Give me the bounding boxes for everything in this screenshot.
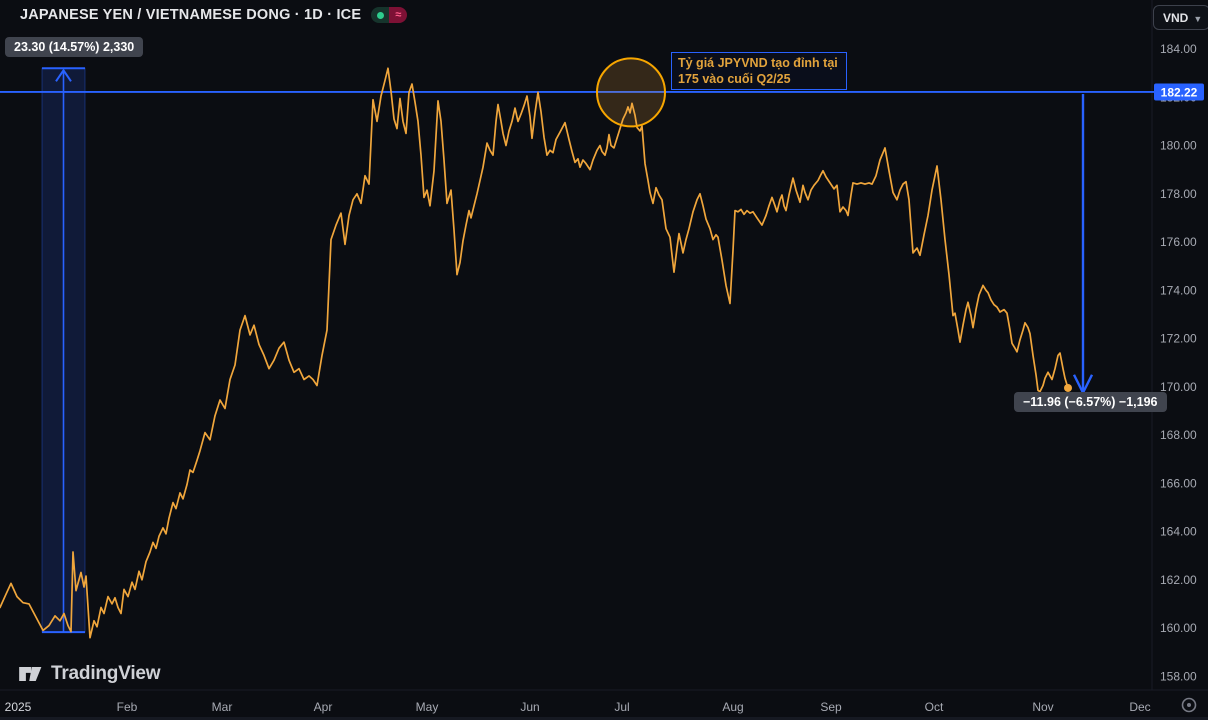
price-tick-label: 172.00 bbox=[1160, 332, 1197, 346]
price-tick-label: 158.00 bbox=[1160, 669, 1197, 683]
market-open-icon bbox=[371, 7, 390, 23]
time-tick-label: Jun bbox=[520, 700, 539, 714]
last-price-dot bbox=[1064, 383, 1072, 392]
price-tick-label: 166.00 bbox=[1160, 476, 1197, 490]
time-tick-label: Sep bbox=[820, 700, 842, 714]
currency-value: VND bbox=[1163, 10, 1189, 25]
price-tick-label: 164.00 bbox=[1160, 525, 1197, 539]
measure-up-drawing[interactable] bbox=[41, 67, 86, 634]
settings-icon[interactable] bbox=[1181, 697, 1197, 713]
measure-up-label: 23.30 (14.57%) 2,330 bbox=[5, 37, 144, 57]
price-axis[interactable]: 184.00182.00180.00178.00176.00174.00172.… bbox=[1160, 42, 1197, 683]
price-line-axis-tag: 182.22 bbox=[1154, 83, 1204, 101]
price-tick-label: 170.00 bbox=[1160, 380, 1197, 394]
measure-down-label: −11.96 (−6.57%) −1,196 bbox=[1014, 392, 1167, 412]
watermark-label: TradingView bbox=[51, 663, 161, 684]
bottom-border bbox=[0, 717, 1208, 720]
tradingview-watermark[interactable]: TradingView bbox=[17, 661, 161, 687]
price-tick-label: 180.00 bbox=[1160, 139, 1197, 153]
annotation-line-2: 175 vào cuối Q2/25 bbox=[678, 72, 791, 86]
price-tick-label: 176.00 bbox=[1160, 235, 1197, 249]
circle-annotation[interactable] bbox=[596, 57, 666, 128]
time-tick-label: Aug bbox=[722, 700, 743, 714]
stream-icon: ≈ bbox=[389, 7, 408, 23]
time-tick-label: Oct bbox=[925, 700, 944, 714]
time-tick-label: Nov bbox=[1032, 700, 1053, 714]
chevron-down-icon: ▼ bbox=[1193, 13, 1203, 24]
time-tick-label: Apr bbox=[314, 700, 333, 714]
price-tick-label: 162.00 bbox=[1160, 573, 1197, 587]
price-tick-label: 168.00 bbox=[1160, 428, 1197, 442]
time-tick-label: Feb bbox=[117, 700, 138, 714]
price-line-series[interactable] bbox=[0, 67, 1069, 639]
tradingview-logo-icon bbox=[19, 666, 42, 682]
time-tick-label: Dec bbox=[1129, 700, 1150, 714]
arrow-up-icon bbox=[55, 68, 72, 82]
price-tick-label: 160.00 bbox=[1160, 621, 1197, 635]
chart-header: JAPANESE YEN / VIETNAMESE DONG · 1D · IC… bbox=[20, 7, 408, 23]
price-tick-label: 184.00 bbox=[1160, 42, 1197, 56]
time-tick-label: Jul bbox=[614, 700, 629, 714]
annotation-line-1: Tỷ giá JPYVND tạo đỉnh tại bbox=[678, 56, 838, 70]
market-status-pill[interactable]: ≈ bbox=[371, 7, 408, 23]
price-tick-label: 178.00 bbox=[1160, 187, 1197, 201]
time-tick-label: May bbox=[416, 700, 439, 714]
time-tick-label: 2025 bbox=[5, 700, 32, 714]
price-line-value: 182.22 bbox=[1161, 85, 1198, 99]
text-annotation[interactable]: Tỷ giá JPYVND tạo đỉnh tại 175 vào cuối … bbox=[671, 52, 847, 90]
time-axis[interactable]: 2025 Feb Mar Apr May Jun Jul Aug Sep Oct Nov Dec bbox=[5, 700, 1151, 714]
currency-selector[interactable]: VND ▼ bbox=[1153, 5, 1208, 30]
price-tick-label: 174.00 bbox=[1160, 283, 1197, 297]
symbol-title[interactable]: JAPANESE YEN / VIETNAMESE DONG · 1D · IC… bbox=[20, 7, 362, 23]
measure-down-arrow[interactable] bbox=[1072, 93, 1094, 396]
time-tick-label: Mar bbox=[212, 700, 233, 714]
